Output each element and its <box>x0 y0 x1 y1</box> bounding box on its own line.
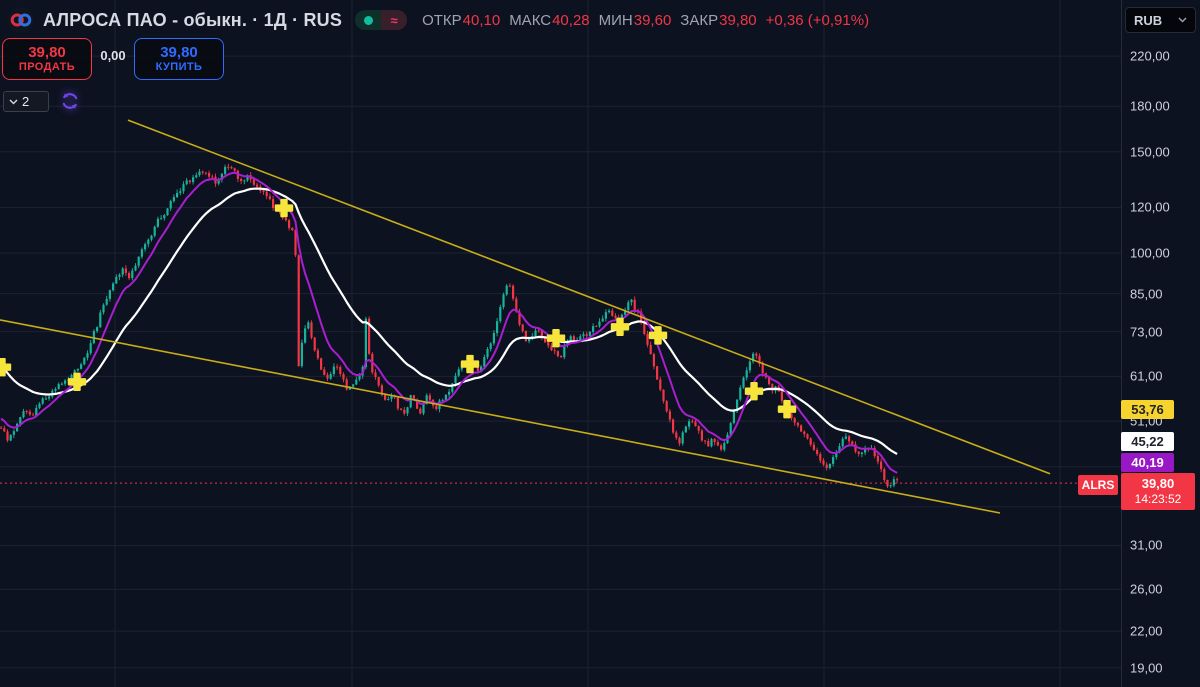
symbol-tag-badge: ALRS <box>1078 475 1118 495</box>
low-label: МИН <box>598 11 633 29</box>
high-label: МАКС <box>509 11 552 29</box>
signal-marker[interactable] <box>0 357 12 377</box>
price-tick: 100,00 <box>1130 245 1170 261</box>
candlestick-series <box>0 163 899 489</box>
last-price-value: 39,80 <box>1141 475 1175 491</box>
ohlc-row: ОТКР40,10 МАКС40,28 МИН39,60 ЗАКР39,80 +… <box>422 12 869 29</box>
symbol-title[interactable]: АЛРОСА ПАО - обыкн. · 1Д · RUS <box>43 9 343 30</box>
price-tick: 120,00 <box>1130 199 1170 215</box>
price-tick: 73,00 <box>1130 324 1163 340</box>
currency-selector[interactable]: RUB <box>1125 7 1196 33</box>
buy-button[interactable]: 39,80 КУПИТЬ <box>134 38 224 80</box>
low-value: 39,60 <box>633 11 672 29</box>
grid <box>0 0 1122 687</box>
close-value: 39,80 <box>719 11 757 29</box>
trade-panel: 39,80 ПРОДАТЬ 0,00 39,80 КУПИТЬ <box>2 38 224 80</box>
currency-label: RUB <box>1134 12 1163 28</box>
signal-marker[interactable] <box>546 328 566 348</box>
price-tick: 150,00 <box>1130 144 1170 160</box>
market-status-toggle[interactable]: ≈ <box>355 10 408 30</box>
refresh-icon[interactable] <box>60 91 80 111</box>
counter-value: 2 <box>22 94 30 109</box>
high-value: 40,28 <box>552 11 590 29</box>
price-tick: 61,00 <box>1130 368 1163 384</box>
alrosa-logo-icon <box>8 7 34 33</box>
price-tick: 31,00 <box>1130 537 1163 553</box>
price-tick: 180,00 <box>1130 98 1170 114</box>
sell-button[interactable]: 39,80 ПРОДАТЬ <box>2 38 92 80</box>
buy-button-label: КУПИТЬ <box>155 61 203 74</box>
chevron-down-icon <box>9 98 18 105</box>
last-price-label: 39,80 14:23:52 <box>1121 473 1195 510</box>
price-tick: 22,00 <box>1130 623 1163 639</box>
last-price-time: 14:23:52 <box>1134 492 1182 507</box>
trendline-price-label: 53,76 <box>1121 400 1174 419</box>
signal-marker[interactable] <box>610 317 630 337</box>
chevron-down-icon <box>1178 17 1187 23</box>
price-tick: 220,00 <box>1130 48 1170 64</box>
slow-ma-line[interactable] <box>0 187 898 455</box>
open-value: 40,10 <box>462 11 501 29</box>
lower-trendline[interactable] <box>0 319 1001 514</box>
white-ma-price-label: 45,22 <box>1121 432 1174 451</box>
signal-marker[interactable] <box>744 381 764 401</box>
purple-ma-price-label: 40,19 <box>1121 453 1174 472</box>
signal-marker[interactable] <box>274 198 294 218</box>
close-label: ЗАКР <box>680 11 719 29</box>
spread-value: 0,00 <box>100 48 126 63</box>
price-tick: 26,00 <box>1130 581 1163 597</box>
buy-price: 39,80 <box>160 44 198 62</box>
change-value: +0,36 (+0,91%) <box>765 11 870 29</box>
price-tick: 85,00 <box>1130 286 1163 302</box>
signal-marker[interactable] <box>777 399 797 419</box>
market-open-dot-icon <box>363 15 373 25</box>
delayed-data-icon: ≈ <box>381 10 408 30</box>
sell-price: 39,80 <box>28 44 66 62</box>
objects-tree-counter[interactable]: 2 <box>3 91 49 112</box>
sell-button-label: ПРОДАТЬ <box>18 61 76 74</box>
price-axis[interactable]: RUB 220,00 180,00 150,00 120,00 100,00 85,00 7… <box>1121 0 1200 687</box>
open-label: ОТКР <box>422 11 462 29</box>
fast-ma-line[interactable] <box>0 171 898 474</box>
signal-marker[interactable] <box>67 372 87 392</box>
signal-marker[interactable] <box>460 354 480 374</box>
chart-header: АЛРОСА ПАО - обыкн. · 1Д · RUS ≈ ОТКР40,… <box>8 4 869 36</box>
upper-trendline[interactable] <box>127 119 1051 475</box>
price-tick: 19,00 <box>1130 660 1163 676</box>
signal-marker[interactable] <box>648 326 668 345</box>
